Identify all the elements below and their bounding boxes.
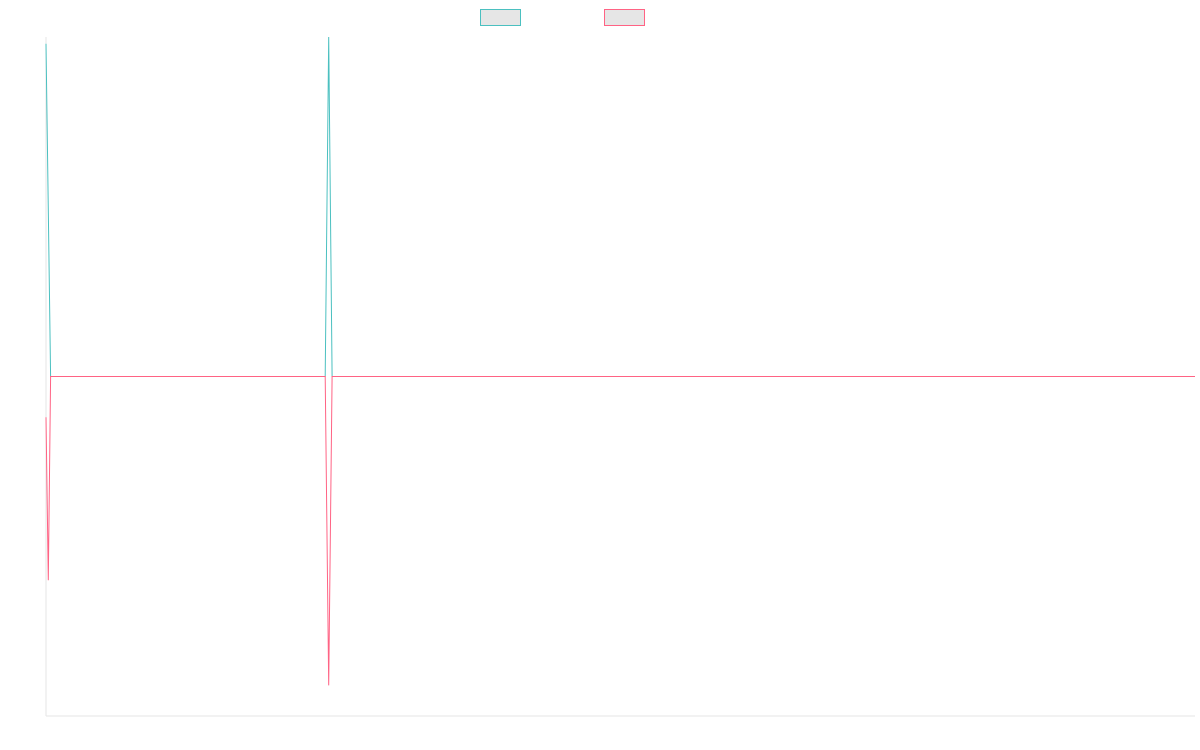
legend-swatch-2[interactable] xyxy=(604,9,645,26)
plot-area xyxy=(45,36,1195,686)
legend-swatch-1[interactable] xyxy=(480,9,521,26)
axes xyxy=(45,37,1195,717)
series-line-2 xyxy=(45,376,1195,686)
series-line-1 xyxy=(45,36,1195,377)
legend xyxy=(480,9,645,26)
